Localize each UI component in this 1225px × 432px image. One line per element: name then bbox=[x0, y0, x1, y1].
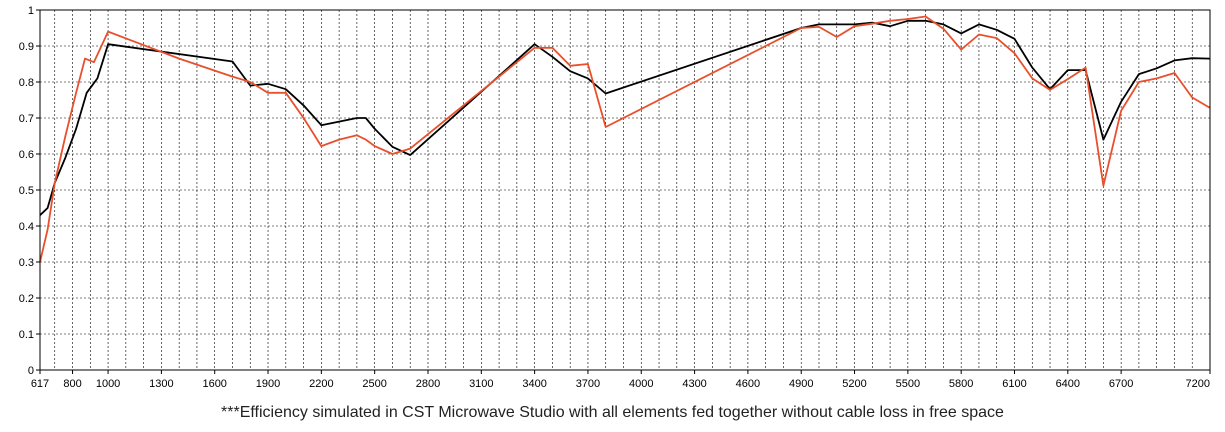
y-tick-label: 0.7 bbox=[19, 113, 34, 125]
x-tick-label: 800 bbox=[63, 378, 81, 390]
x-tick-label: 4900 bbox=[789, 378, 813, 390]
efficiency-chart: 617 800 1000 1300 1600 1900 2200 2500 2800 3100 34… bbox=[19, 5, 1211, 390]
y-tick-label: 0.1 bbox=[19, 329, 34, 341]
x-tick-label: 7200 bbox=[1186, 378, 1210, 390]
x-tick-label: 1900 bbox=[256, 378, 280, 390]
y-tick-label: 0.3 bbox=[19, 257, 34, 269]
x-tick-label: 6100 bbox=[1002, 378, 1026, 390]
x-tick-label: 6700 bbox=[1109, 378, 1133, 390]
y-tick-label: 0.2 bbox=[19, 293, 34, 305]
series-line-1 bbox=[39, 19, 1211, 216]
x-tick-label: 5500 bbox=[896, 378, 920, 390]
x-tick-label: 4000 bbox=[629, 378, 653, 390]
y-tick-label: 0.5 bbox=[19, 185, 34, 197]
x-tick-label: 4300 bbox=[682, 378, 706, 390]
x-tick-label: 2200 bbox=[309, 378, 333, 390]
y-tick-label: 0.4 bbox=[19, 221, 34, 233]
x-axis-ticks: 617 800 1000 1300 1600 1900 2200 2500 2800 3100 34… bbox=[31, 370, 1211, 390]
x-tick-label: 4600 bbox=[736, 378, 760, 390]
y-tick-label: 0.9 bbox=[19, 41, 34, 53]
x-tick-label: 2800 bbox=[416, 378, 440, 390]
y-tick-label: 1 bbox=[28, 5, 34, 17]
x-tick-label: 5200 bbox=[842, 378, 866, 390]
x-tick-label: 6400 bbox=[1056, 378, 1080, 390]
x-tick-label: 3700 bbox=[576, 378, 600, 390]
x-tick-label: 2500 bbox=[362, 378, 386, 390]
x-tick-label: 3100 bbox=[469, 378, 493, 390]
x-tick-label: 617 bbox=[31, 378, 49, 390]
y-tick-label: 0.8 bbox=[19, 77, 34, 89]
x-tick-label: 3400 bbox=[522, 378, 546, 390]
x-tick-label: 1600 bbox=[202, 378, 226, 390]
chart-caption: ***Efficiency simulated in CST Microwave… bbox=[221, 404, 1004, 421]
y-tick-label: 0 bbox=[28, 365, 34, 377]
x-tick-label: 1000 bbox=[96, 378, 120, 390]
x-tick-label: 1300 bbox=[149, 378, 173, 390]
y-axis-ticks: 0 0.1 0.2 0.3 0.4 0.5 0.6 0.7 0.8 0.9 1 bbox=[19, 5, 40, 377]
y-tick-label: 0.6 bbox=[19, 149, 34, 161]
series-line-2 bbox=[39, 15, 1211, 263]
series-layer bbox=[39, 15, 1211, 263]
x-tick-label: 5800 bbox=[949, 378, 973, 390]
